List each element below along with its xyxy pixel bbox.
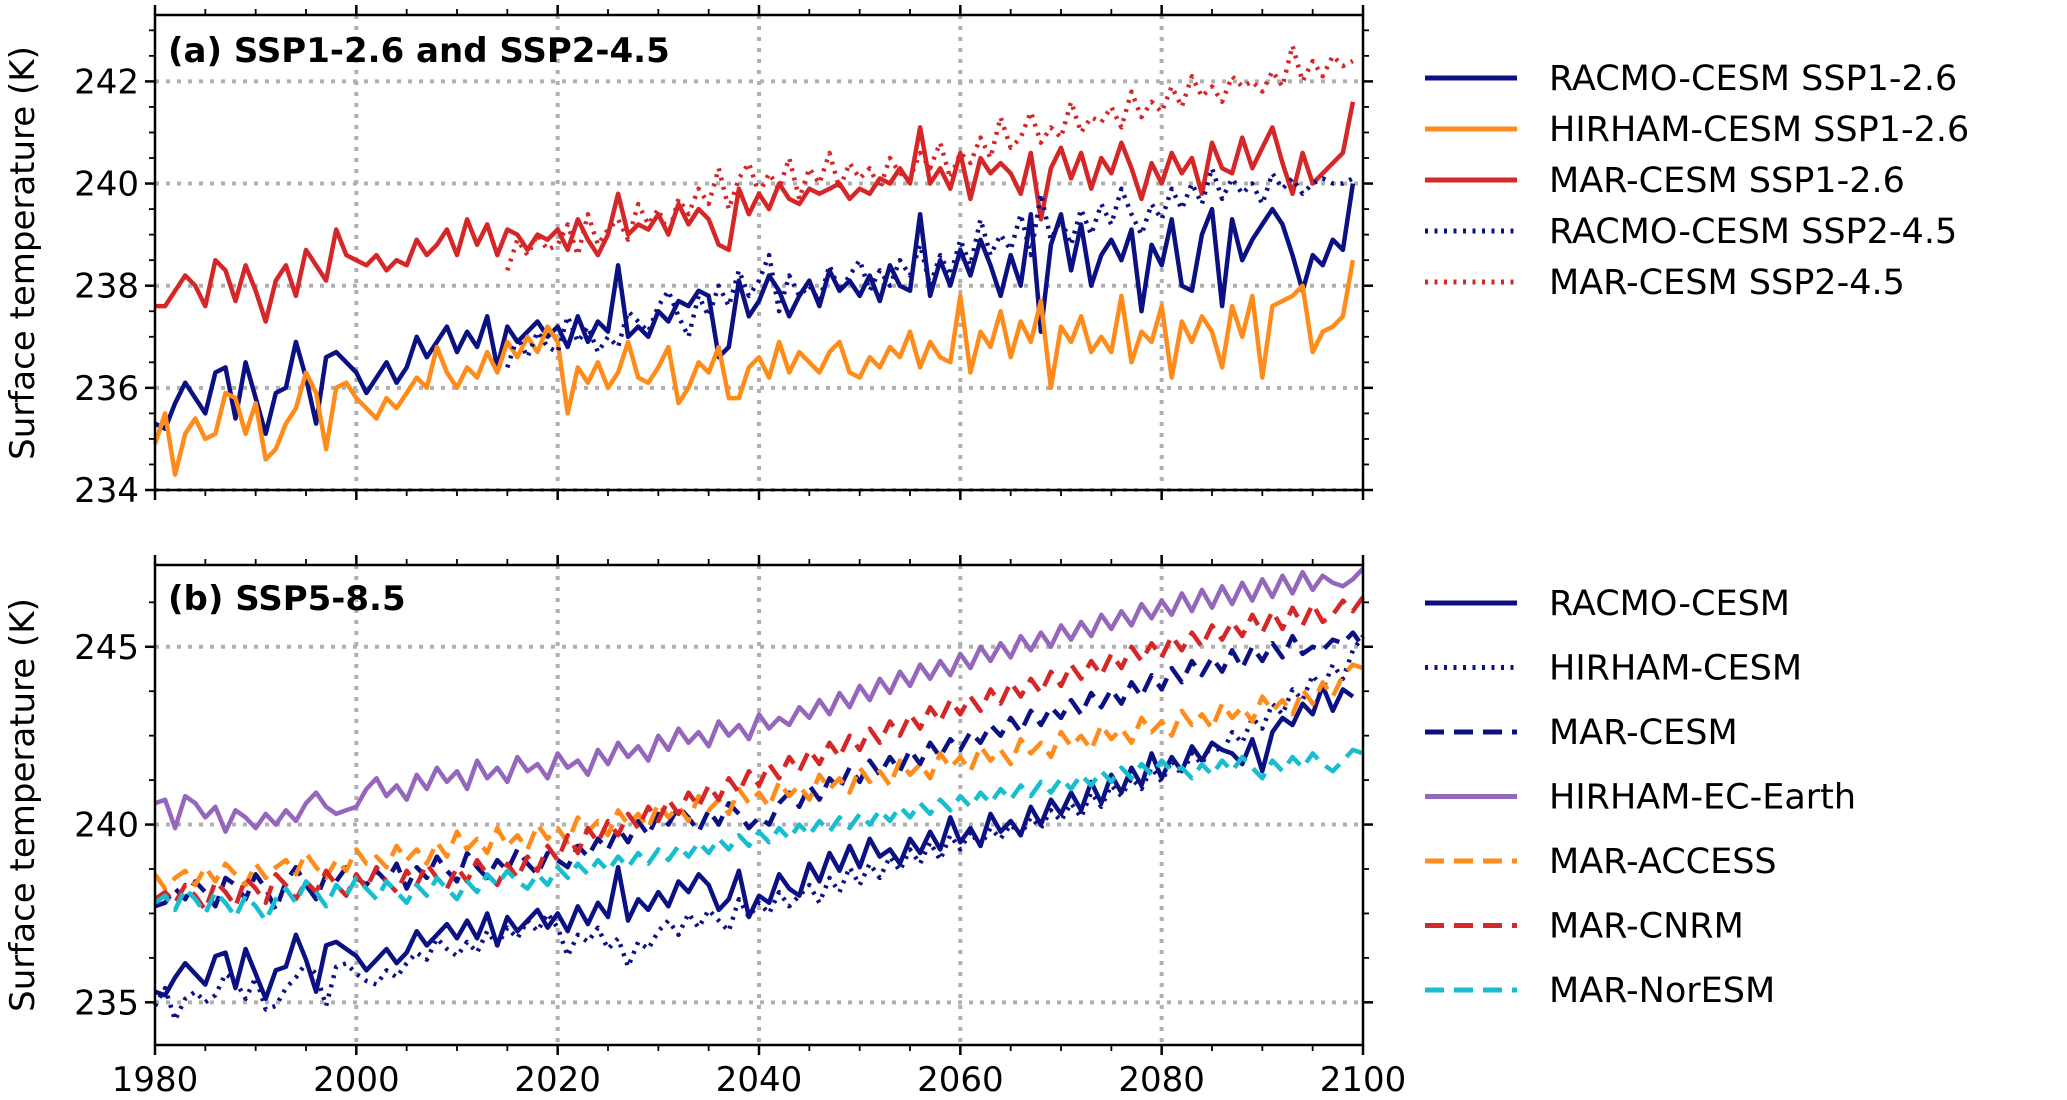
- panel-a-frame: [153, 13, 1365, 492]
- panel-a-title: (a) SSP1-2.6 and SSP2-4.5: [168, 31, 670, 71]
- panel-b-series: [153, 567, 1365, 1023]
- panel-b-grid: [155, 565, 1363, 1045]
- y-tick-label: 240: [74, 165, 139, 205]
- series-line: [154, 683, 1355, 1002]
- x-tick-label: 2060: [917, 1060, 1004, 1100]
- y-tick-label: 234: [74, 471, 139, 511]
- y-tick-label: 242: [74, 62, 139, 102]
- series-line: [155, 101, 1356, 324]
- series-line: [153, 634, 1365, 1023]
- y-tick-label: 240: [74, 806, 139, 846]
- legend-label: RACMO-CESM: [1549, 584, 1790, 624]
- legend-label: MAR-CESM: [1549, 713, 1738, 753]
- panel-b: 235 240 245 1980 2000 2020 2040 2060 2080 2100 (b…: [3, 555, 1856, 1100]
- y-tick-label: 238: [74, 267, 139, 307]
- panel-a-y-axis-label: Surface temperature (K): [3, 46, 43, 460]
- panel-b-title: (b) SSP5-8.5: [168, 579, 406, 619]
- legend-label: MAR-NorESM: [1549, 971, 1775, 1011]
- legend-label: RACMO-CESM SSP2-4.5: [1549, 212, 1957, 252]
- legend-label: HIRHAM-EC-Earth: [1549, 778, 1856, 818]
- y-tick-label: 245: [74, 628, 139, 668]
- legend-label: RACMO-CESM SSP1-2.6: [1549, 59, 1957, 99]
- panel-a-legend: RACMO-CESM SSP1-2.6 HIRHAM-CESM SSP1-2.6 M…: [1425, 59, 1969, 303]
- legend-label: HIRHAM-CESM SSP1-2.6: [1549, 110, 1969, 150]
- series-line: [153, 747, 1364, 923]
- y-tick-label: 235: [74, 983, 139, 1023]
- series-line: [153, 183, 1356, 437]
- x-tick-label: 2020: [514, 1060, 601, 1100]
- panel-a-ticks: 234 236 238 240 242: [74, 5, 1373, 511]
- series-line: [153, 662, 1364, 891]
- panel-b-legend: RACMO-CESM HIRHAM-CESM MAR-CESM HIRHAM-EC-E…: [1425, 584, 1856, 1011]
- series-line: [505, 43, 1354, 272]
- legend-label: MAR-CESM SSP1-2.6: [1549, 161, 1905, 201]
- x-tick-label: 2080: [1118, 1060, 1205, 1100]
- legend-label: HIRHAM-CESM: [1549, 649, 1802, 689]
- legend-label: MAR-ACCESS: [1549, 842, 1777, 882]
- y-tick-label: 236: [74, 369, 139, 409]
- series-line: [153, 595, 1365, 913]
- x-tick-label: 2000: [313, 1060, 400, 1100]
- x-tick-label: 2040: [716, 1060, 803, 1100]
- panel-a-grid: [155, 15, 1363, 492]
- legend-label: MAR-CNRM: [1549, 907, 1744, 947]
- panel-a-series: [152, 43, 1356, 477]
- series-line: [152, 259, 1356, 477]
- x-tick-label: 1980: [112, 1060, 199, 1100]
- x-tick-label: 2100: [1320, 1060, 1407, 1100]
- panel-b-ticks: 235 240 245 1980 2000 2020 2040 2060 2080 2100: [74, 555, 1406, 1100]
- legend-label: MAR-CESM SSP2-4.5: [1549, 263, 1905, 303]
- panel-b-y-axis-label: Surface temperature (K): [3, 598, 43, 1012]
- panel-a: 234 236 238 240 242 (a) SSP1-2.6 and SSP2-4.…: [3, 5, 1969, 511]
- series-line: [154, 567, 1365, 834]
